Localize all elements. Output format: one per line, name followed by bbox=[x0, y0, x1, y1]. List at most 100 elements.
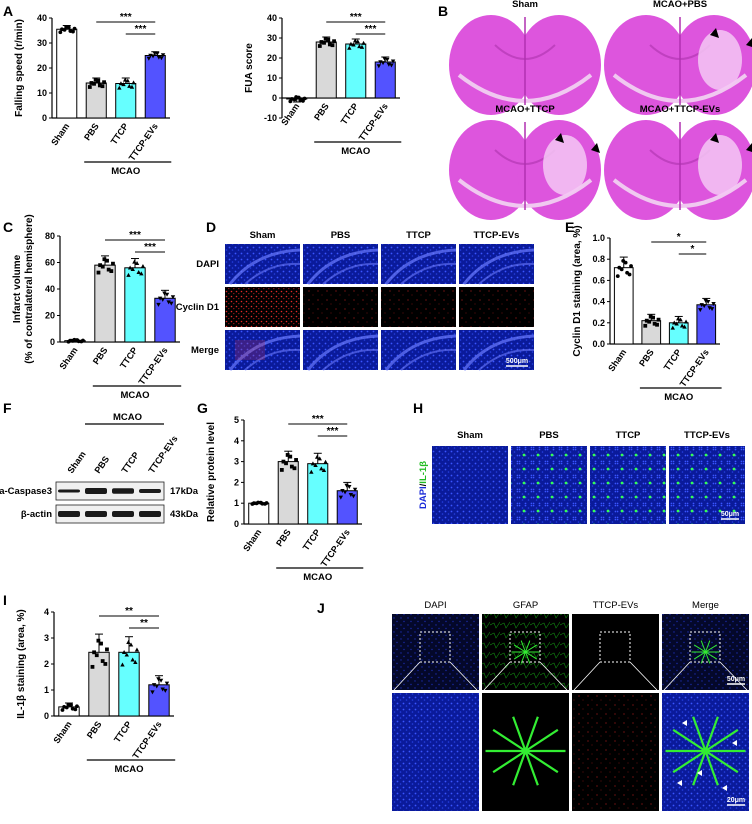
arrowhead-icon bbox=[722, 785, 727, 791]
data-point bbox=[648, 314, 653, 319]
zoom-guide bbox=[629, 661, 658, 691]
astrocyte-process bbox=[512, 750, 527, 786]
bar bbox=[613, 267, 634, 345]
lesion-area bbox=[698, 30, 742, 90]
significance-label: ** bbox=[140, 618, 148, 629]
y-tick-label: 10 bbox=[267, 73, 277, 83]
category-label: TTCP bbox=[339, 101, 361, 126]
zoom-guide bbox=[663, 661, 691, 691]
y-tick-label: 0 bbox=[42, 113, 47, 123]
data-point bbox=[122, 77, 128, 82]
data-point bbox=[130, 657, 135, 662]
zoom-box bbox=[419, 631, 451, 663]
data-point bbox=[317, 44, 322, 48]
data-point bbox=[330, 43, 335, 48]
data-point bbox=[58, 30, 63, 35]
lane-label: TTCP bbox=[119, 450, 141, 475]
data-point bbox=[134, 647, 140, 652]
y-tick-label: 60 bbox=[45, 258, 55, 268]
astrocyte-process bbox=[693, 651, 706, 660]
data-point bbox=[298, 98, 303, 103]
y-tick-label: 80 bbox=[45, 231, 55, 241]
group-label: MCAO bbox=[111, 166, 140, 177]
data-point bbox=[675, 316, 681, 321]
lane-label: TTCP-EVs bbox=[146, 434, 179, 475]
tissue-band bbox=[228, 248, 301, 285]
data-point bbox=[154, 684, 159, 689]
data-point bbox=[332, 39, 336, 44]
data-point bbox=[163, 688, 168, 693]
astrocyte-process bbox=[704, 728, 739, 752]
slice-title: MCAO+TTCP-EVs bbox=[640, 104, 721, 115]
data-point bbox=[128, 642, 134, 647]
data-point bbox=[102, 80, 106, 85]
y-tick-label: 10 bbox=[37, 88, 47, 98]
bar bbox=[88, 651, 110, 717]
data-point bbox=[319, 466, 324, 471]
category-label: TTCP-EVs bbox=[127, 121, 160, 162]
data-point bbox=[70, 706, 75, 711]
significance-label: * bbox=[677, 232, 681, 243]
slice-title: MCAO+PBS bbox=[653, 0, 707, 10]
data-point bbox=[629, 264, 633, 268]
arrowhead-icon bbox=[710, 28, 719, 38]
y-tick-label: 3 bbox=[234, 457, 239, 467]
bar bbox=[56, 28, 78, 119]
y-tick-label: 20 bbox=[37, 63, 47, 73]
data-point bbox=[326, 37, 331, 42]
category-label: PBS bbox=[91, 345, 110, 366]
data-point bbox=[709, 307, 715, 312]
data-point bbox=[289, 464, 294, 469]
y-axis-label: FUA score bbox=[244, 43, 255, 93]
brain-hemisphere bbox=[449, 120, 533, 220]
group-label: MCAO bbox=[341, 146, 370, 157]
data-point bbox=[160, 297, 165, 302]
data-point bbox=[321, 468, 327, 473]
astrocyte-process bbox=[520, 640, 526, 653]
astrocyte-process bbox=[672, 750, 707, 774]
data-point bbox=[124, 652, 129, 657]
scale-bar-label: 50μm bbox=[727, 676, 745, 683]
data-point bbox=[151, 683, 157, 688]
astrocyte-process bbox=[525, 651, 531, 664]
data-point bbox=[279, 468, 284, 472]
significance-label: ** bbox=[125, 606, 133, 617]
lane-label: Sham bbox=[65, 449, 87, 475]
brain-hemisphere bbox=[604, 120, 688, 220]
channel-label: DAPI/IL-1β bbox=[418, 461, 429, 509]
arrowhead-icon bbox=[732, 740, 737, 746]
tissue-band bbox=[244, 262, 301, 285]
y-tick-label: 4 bbox=[234, 436, 239, 446]
data-point bbox=[707, 306, 712, 311]
data-point bbox=[156, 677, 161, 682]
significance-label: * bbox=[691, 244, 695, 255]
micrograph-tile bbox=[303, 287, 378, 327]
slice-title: MCAO+TTCP bbox=[495, 104, 555, 115]
band-label: a-Caspase3 bbox=[0, 486, 52, 497]
data-point bbox=[136, 269, 141, 274]
bar bbox=[345, 43, 367, 99]
category-label: TTCP bbox=[118, 345, 140, 370]
row-title: Merge bbox=[191, 345, 219, 356]
data-point bbox=[361, 40, 366, 45]
data-point bbox=[672, 320, 677, 325]
data-point bbox=[644, 318, 649, 323]
arrowhead-icon bbox=[677, 780, 682, 786]
category-label: PBS bbox=[637, 347, 656, 368]
data-point bbox=[284, 461, 288, 466]
data-point bbox=[134, 261, 140, 266]
data-point bbox=[158, 678, 164, 683]
tissue-band bbox=[478, 348, 535, 371]
blot-strip bbox=[55, 481, 165, 501]
data-point bbox=[264, 501, 269, 505]
data-point bbox=[314, 454, 320, 459]
zoom-guide bbox=[719, 661, 748, 691]
panel-label: D bbox=[206, 219, 216, 235]
data-point bbox=[139, 271, 144, 276]
astrocyte-process bbox=[512, 716, 527, 752]
y-tick-label: 0 bbox=[234, 519, 239, 529]
data-point bbox=[169, 301, 174, 306]
data-point bbox=[317, 456, 322, 461]
bar bbox=[248, 502, 270, 525]
astrocyte-process bbox=[705, 651, 718, 660]
